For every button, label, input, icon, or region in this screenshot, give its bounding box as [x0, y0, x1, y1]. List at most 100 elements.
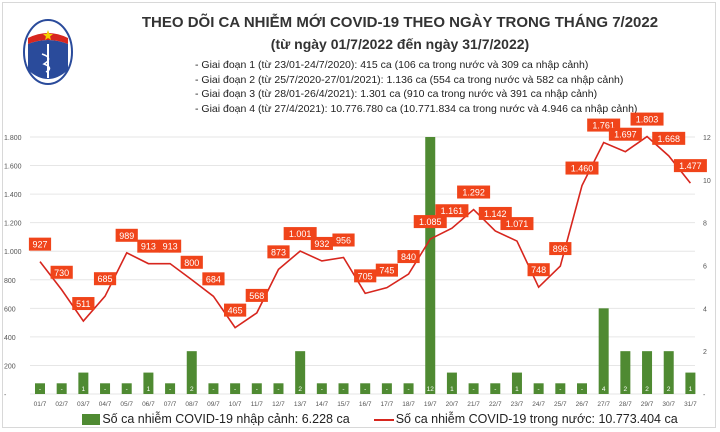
bar-label: - — [169, 386, 171, 393]
x-axis-tick: 03/7 — [77, 401, 90, 408]
bar — [490, 383, 501, 394]
data-label: 1.697 — [614, 130, 637, 140]
bar-label: - — [494, 386, 496, 393]
right-axis-tick: - — [703, 392, 706, 399]
x-axis-tick: 30/7 — [662, 401, 675, 408]
left-axis-tick: 200 — [4, 363, 16, 370]
bar-label: 12 — [427, 386, 435, 393]
data-label-box — [527, 263, 550, 277]
x-axis-tick: 23/7 — [511, 401, 524, 408]
phase-note: - Giai đoạn 3 (từ 28/01-26/4/2021): 1.30… — [195, 88, 598, 100]
chart-title: THEO DÕI CA NHIỄM MỚI COVID-19 THEO NGÀY… — [141, 14, 659, 31]
data-label: 932 — [314, 239, 329, 249]
x-axis-tick: 08/7 — [185, 401, 198, 408]
data-label: 1.477 — [679, 161, 702, 171]
bar — [598, 308, 609, 394]
data-label: 1.161 — [441, 206, 464, 216]
domestic-cases-line — [39, 135, 692, 329]
x-axis-tick: 10/7 — [229, 401, 242, 408]
legend-label: Số ca nhiễm COVID-19 trong nước: 10.773.… — [395, 412, 678, 426]
data-label: 873 — [271, 247, 286, 257]
data-label-box — [630, 112, 664, 126]
data-label: 1.761 — [592, 121, 615, 131]
data-label: 913 — [163, 242, 178, 252]
x-axis-tick: 07/7 — [164, 401, 177, 408]
left-axis-tick: - — [4, 392, 7, 399]
data-label: 1.668 — [657, 134, 680, 144]
left-axis-tick: 1.600 — [4, 164, 22, 171]
left-axis-tick: 1.800 — [4, 135, 22, 142]
data-label: 748 — [531, 265, 546, 275]
left-axis-tick: 600 — [4, 306, 16, 313]
x-axis-tick: 09/7 — [207, 401, 220, 408]
data-label: 1.803 — [636, 115, 659, 125]
bar-label: 2 — [645, 386, 649, 393]
bar — [143, 372, 154, 394]
right-axis-tick: 10 — [703, 178, 711, 185]
right-axis-tick: 8 — [703, 221, 707, 228]
bar-label: 2 — [298, 386, 302, 393]
bar-label: 1 — [515, 386, 519, 393]
data-label-box — [354, 269, 377, 283]
bar-label: 2 — [190, 386, 194, 393]
legend-line-swatch — [373, 418, 394, 421]
data-label-box — [115, 228, 138, 242]
data-label-box — [375, 263, 398, 277]
bar — [273, 383, 284, 394]
data-label-box — [50, 265, 73, 279]
bar — [338, 383, 349, 394]
x-axis-tick: 13/7 — [294, 401, 307, 408]
bar-label: - — [212, 386, 214, 393]
bar — [208, 383, 219, 394]
data-label: 685 — [98, 274, 113, 284]
bar-label: - — [538, 386, 540, 393]
x-axis-tick: 05/7 — [120, 401, 133, 408]
data-label-box — [93, 272, 117, 286]
bar-label: - — [473, 386, 475, 393]
bar — [251, 383, 262, 394]
data-label-box — [283, 227, 317, 241]
bar — [295, 351, 306, 394]
x-axis-tick: 22/7 — [489, 401, 502, 408]
bar — [663, 351, 674, 394]
bar — [425, 137, 436, 394]
bar — [577, 383, 587, 394]
data-label: 511 — [76, 299, 90, 309]
left-axis-tick: 400 — [4, 335, 16, 342]
data-label: 730 — [54, 268, 69, 278]
bar-label: 4 — [602, 386, 606, 393]
bar-label: - — [321, 386, 323, 393]
bar — [56, 383, 67, 394]
data-label-box — [478, 206, 512, 220]
bar — [78, 372, 89, 394]
data-label-box — [180, 255, 203, 269]
bar — [316, 383, 327, 394]
bar — [230, 383, 241, 394]
bar — [620, 351, 631, 394]
data-label: 840 — [401, 252, 416, 262]
right-axis-tick: 2 — [703, 349, 707, 356]
data-label-box — [158, 239, 182, 253]
bar-label: 1 — [450, 386, 454, 393]
data-label: 1.460 — [571, 164, 594, 174]
ministry-of-health-logo — [23, 19, 73, 85]
data-label-box — [332, 233, 355, 247]
bar — [381, 383, 392, 394]
left-axis-tick: 1.000 — [4, 249, 22, 256]
data-label: 1.085 — [419, 217, 442, 227]
data-label-box — [673, 159, 707, 173]
bar — [403, 383, 414, 394]
data-label: 800 — [184, 258, 199, 268]
x-axis-tick: 14/7 — [316, 401, 329, 408]
bar — [121, 383, 132, 394]
data-label-box — [202, 272, 225, 286]
x-axis-tick: 31/7 — [684, 401, 697, 408]
x-axis-tick: 26/7 — [576, 401, 589, 408]
bar-label: 2 — [624, 386, 628, 393]
bar — [533, 383, 544, 394]
bar — [642, 351, 653, 394]
data-label: 913 — [141, 242, 156, 252]
bar-label: - — [342, 386, 344, 393]
bar-label: - — [407, 386, 409, 393]
